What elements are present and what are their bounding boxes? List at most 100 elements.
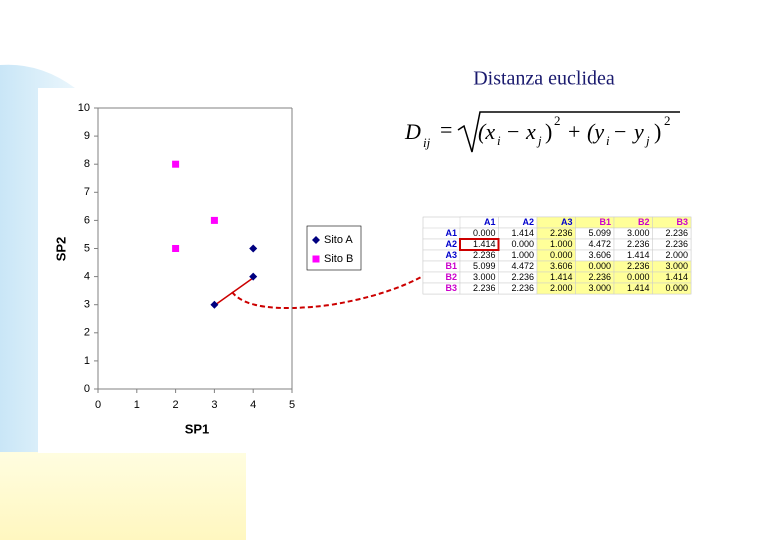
column-header: B1 <box>599 217 611 227</box>
formula-part: (y <box>587 119 604 144</box>
cell-value: 2.236 <box>627 261 650 271</box>
y-axis-label: SP2 <box>53 237 68 262</box>
cell-value: 3.000 <box>588 283 611 293</box>
formula-part: (x <box>478 119 495 144</box>
cell-value: 5.099 <box>588 228 611 238</box>
highlight-segment <box>214 277 254 306</box>
y-tick-label: 3 <box>84 299 90 311</box>
cell-value: 1.414 <box>511 228 534 238</box>
formula-part: i <box>497 133 501 148</box>
x-tick-label: 1 <box>134 399 140 411</box>
cell-value: 0.000 <box>665 283 688 293</box>
table-cell <box>652 282 692 295</box>
cell-value: 3.000 <box>473 272 496 282</box>
cell-value: 1.000 <box>511 250 534 260</box>
row-header: A3 <box>445 250 457 260</box>
point <box>172 245 180 252</box>
cell-value: 3.606 <box>588 250 611 260</box>
column-header: B2 <box>638 217 650 227</box>
cell-value: 2.236 <box>473 283 496 293</box>
cell-value: 5.099 <box>473 261 496 271</box>
cell-value: 2.236 <box>665 228 688 238</box>
formula-part: y <box>632 119 644 144</box>
cell-value: 2.236 <box>511 272 534 282</box>
cell-value: 1.414 <box>473 239 496 249</box>
row-header: A2 <box>445 239 457 249</box>
cell-value: 2.000 <box>550 283 573 293</box>
y-tick-label: 8 <box>84 158 90 170</box>
x-tick-label: 3 <box>211 399 217 411</box>
point <box>210 300 219 309</box>
y-tick-label: 9 <box>84 130 90 142</box>
formula-part: j <box>536 133 542 148</box>
x-tick-label: 4 <box>250 399 256 411</box>
slide-title: Distanza euclidea <box>473 68 615 90</box>
y-tick-label: 5 <box>84 242 90 254</box>
cell-value: 2.236 <box>511 283 534 293</box>
legend-marker <box>312 236 320 244</box>
formula-part: x <box>525 119 536 144</box>
formula-part: + <box>568 119 580 144</box>
cell-value: 2.236 <box>473 250 496 260</box>
point <box>172 160 180 168</box>
cell-value: 0.000 <box>473 228 496 238</box>
formula-part: − <box>507 119 519 144</box>
formula-part: 2 <box>554 113 561 128</box>
cell-value: 1.414 <box>627 250 650 260</box>
row-header: B2 <box>445 272 457 282</box>
column-header: B3 <box>676 217 688 227</box>
formula-part: ) <box>545 119 552 144</box>
cell-value: 3.000 <box>665 261 688 271</box>
cell-value: 1.414 <box>627 283 650 293</box>
x-tick-label: 0 <box>95 399 101 411</box>
legend <box>306 225 362 271</box>
y-tick-label: 4 <box>84 271 90 283</box>
x-tick-label: 5 <box>289 399 295 411</box>
legend-label: Sito B <box>324 253 353 265</box>
cell-value: 2.236 <box>665 239 688 249</box>
y-tick-label: 10 <box>78 102 90 114</box>
formula-part: j <box>644 133 650 148</box>
row-header: B3 <box>445 283 457 293</box>
cell-value: 3.606 <box>550 261 573 271</box>
row-header: B1 <box>445 261 457 271</box>
cell-value: 1.000 <box>550 239 573 249</box>
cell-value: 2.236 <box>627 239 650 249</box>
x-tick-label: 2 <box>173 399 179 411</box>
highlight-box <box>459 238 500 251</box>
formula-part: D <box>404 119 421 144</box>
cell-value: 0.000 <box>511 239 534 249</box>
column-header: A3 <box>561 217 573 227</box>
cell-value: 0.000 <box>550 250 573 260</box>
formula-part: ij <box>423 135 431 150</box>
formula-part: 2 <box>664 113 671 128</box>
legend-marker <box>312 255 320 263</box>
y-tick-label: 2 <box>84 327 90 339</box>
cell-value: 3.000 <box>627 228 650 238</box>
point <box>210 216 218 224</box>
cell-value: 1.414 <box>665 272 688 282</box>
y-tick-label: 1 <box>84 355 90 367</box>
y-tick-label: 7 <box>84 186 90 198</box>
cell-value: 0.000 <box>588 261 611 271</box>
cell-value: 2.236 <box>588 272 611 282</box>
x-axis-label: SP1 <box>185 421 210 436</box>
decor <box>0 452 246 540</box>
formula-part: ) <box>654 119 661 144</box>
cell-value: 1.414 <box>550 272 573 282</box>
cell-value: 0.000 <box>627 272 650 282</box>
formula-part: i <box>606 133 610 148</box>
formula-part: − <box>614 119 626 144</box>
point <box>249 272 258 281</box>
sqrt-sign <box>457 111 680 153</box>
point <box>249 244 258 253</box>
cell-value: 2.000 <box>665 250 688 260</box>
formula: D ij = (x i − x j ) 2 + (y i − y j ) 2 <box>404 111 680 153</box>
y-tick-label: 6 <box>84 214 90 226</box>
row-header: A1 <box>445 228 457 238</box>
column-header: A1 <box>484 217 496 227</box>
cell-value: 4.472 <box>511 261 534 271</box>
column-header: A2 <box>522 217 534 227</box>
cell-value: 4.472 <box>588 239 611 249</box>
